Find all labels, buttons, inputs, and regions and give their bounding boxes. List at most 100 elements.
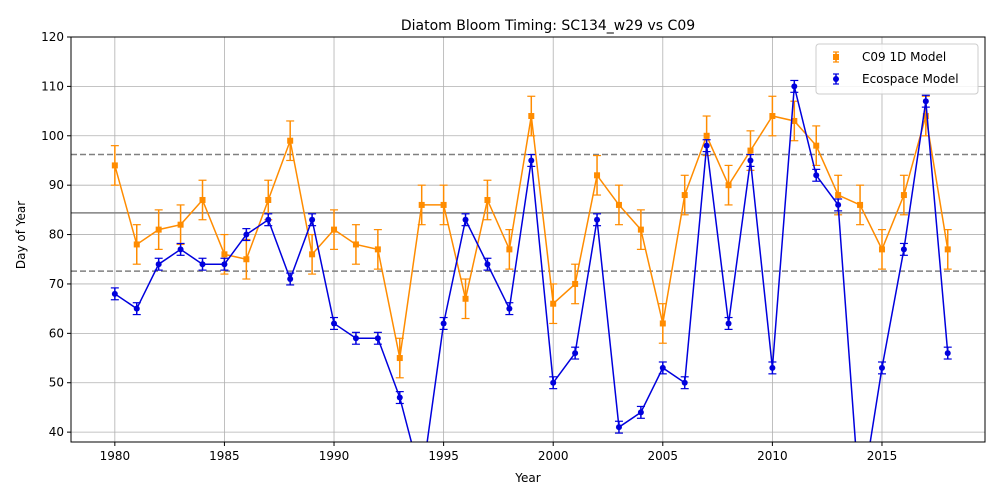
ecospace-data-point [111,290,118,297]
c09-data-point [396,355,403,362]
ecospace-data-point [550,379,557,386]
ecospace-data-point [374,335,381,342]
x-tick-label: 2015 [867,449,898,463]
legend-box [815,43,979,95]
ecospace-data-point [331,320,338,327]
ecospace-data-point [484,261,491,268]
c09-data-point [484,196,491,203]
c09-data-point [813,142,820,149]
ecospace-data-point [506,305,513,312]
c09-data-point [769,113,776,120]
x-tick-label: 2000 [538,449,569,463]
ecospace-data-point [703,142,710,149]
legend-c09-label: C09 1D Model [862,50,946,64]
c09-data-point [594,172,601,179]
ecospace-data-point [528,157,535,164]
c09-data-point [221,251,228,258]
plot-area: 1980 1985 1990 1995 2000 2005 2010 2015 40 50 60 70… [41,30,986,463]
c09-data-point [550,300,557,307]
ecospace-data-point [352,335,359,342]
c09-data-point [418,201,425,208]
y-tick-label: 40 [49,425,64,439]
ecospace-data-point [309,216,316,223]
c09-data-point [243,256,250,263]
x-tick-label: 1995 [428,449,459,463]
legend-ecospace-marker [833,76,839,82]
c09-data-point [725,182,732,189]
c09-data-point [528,113,535,120]
c09-data-point [791,117,798,124]
legend: C09 1D Model Ecospace Model [815,43,979,95]
c09-data-point [177,221,184,228]
y-tick-label: 80 [49,228,64,242]
ecospace-data-point [221,261,228,268]
c09-data-point [287,137,294,144]
c09-data-point [374,246,381,253]
x-tick-label: 1980 [100,449,131,463]
ecospace-data-point [199,261,206,268]
c09-data-point [922,113,929,120]
y-tick-label: 100 [41,129,64,143]
ecospace-data-point [659,364,666,371]
c09-data-point [440,201,447,208]
c09-data-point [352,241,359,248]
c09-data-point [900,192,907,199]
ecospace-data-point [440,320,447,327]
ecospace-data-point [791,83,798,90]
c09-data-point [309,251,316,258]
ecospace-data-point [594,216,601,223]
c09-data-point [572,280,579,287]
y-tick-label: 110 [41,79,64,93]
ecospace-data-point [637,409,644,416]
y-axis-title: Day of Year [14,201,28,269]
c09-data-point [703,132,710,139]
ecospace-data-point [155,261,162,268]
c09-data-point [199,196,206,203]
x-tick-label: 1990 [319,449,350,463]
ecospace-data-point [922,98,929,105]
c09-data-point [857,201,864,208]
ecospace-data-point [243,231,250,238]
c09-data-point [659,320,666,327]
c09-data-point [265,196,272,203]
x-tick-label: 2010 [757,449,788,463]
ecospace-data-point [177,246,184,253]
ecospace-data-point [681,379,688,386]
ecospace-data-point [944,350,951,357]
x-tick-label: 2005 [648,449,679,463]
y-tick-label: 120 [41,30,64,44]
c09-data-point [681,192,688,199]
c09-data-point [637,226,644,233]
x-axis-title: Year [514,471,540,485]
ecospace-data-point [900,246,907,253]
ecospace-data-point [572,350,579,357]
y-tick-label: 70 [49,277,64,291]
c09-data-point [615,201,622,208]
ecospace-data-point [287,276,294,283]
axes-frame [70,36,986,443]
x-tick-label: 1985 [209,449,240,463]
ecospace-data-point [835,201,842,208]
y-tick-label: 90 [49,178,64,192]
c09-data-point [155,226,162,233]
ecospace-data-point [133,305,140,312]
c09-data-point [944,246,951,253]
ecospace-data-point [769,364,776,371]
c09-data-point [835,192,842,199]
c09-data-point [506,246,513,253]
legend-ecospace-label: Ecospace Model [862,72,959,86]
ecospace-data-point [396,394,403,401]
legend-c09-marker [833,54,839,60]
chart-title: Diatom Bloom Timing: SC134_w29 vs C09 [401,18,695,34]
ecospace-data-point [878,364,885,371]
y-tick-label: 60 [49,326,64,340]
ecospace-data-point [462,216,469,223]
c09-data-point [747,147,754,154]
series-group [110,79,952,442]
c09-data-point [133,241,140,248]
c09-data-point [331,226,338,233]
y-tick-label: 50 [49,376,64,390]
c09-data-point [878,246,885,253]
ecospace-data-point [813,172,820,179]
